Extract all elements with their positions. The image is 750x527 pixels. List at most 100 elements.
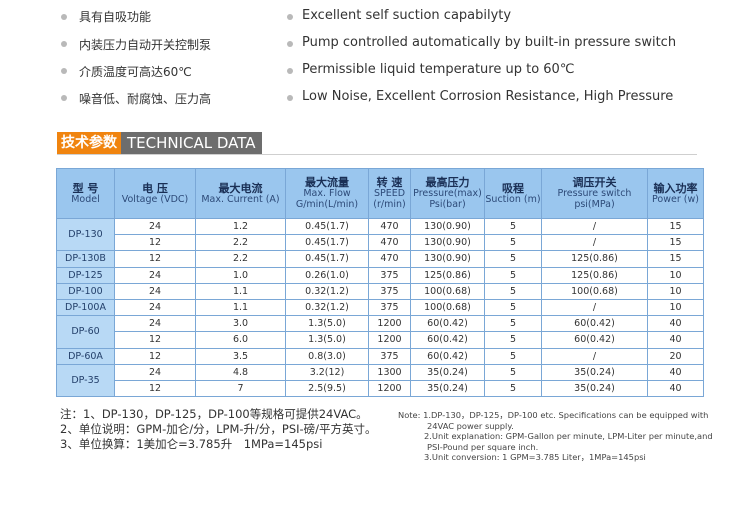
section-divider: [57, 154, 697, 155]
table-row: 12 7 2.5(9.5) 1200 35(0.24) 5 35(0.24) 40: [57, 379, 704, 398]
table-cell: 0.45(1.7): [285, 217, 369, 236]
note-en-4: PSI-Pound per square inch.: [427, 441, 539, 452]
feature-en-4: Low Noise, Excellent Corrosion Resistanc…: [302, 89, 674, 104]
table-cell: 10: [647, 266, 704, 284]
table-cell: 5: [484, 347, 542, 365]
table-cell: 1.2: [195, 217, 286, 236]
header-pressure: 最高压力 Pressure(max) Psi(bar): [410, 168, 485, 219]
table-cell: 1.0: [195, 266, 286, 284]
notes-cn: 注：1、DP-130，DP-125，DP-100等规格可提供24VAC。 2、单…: [60, 407, 377, 452]
feature-cn-2: 内装压力自动开关控制泵: [79, 38, 212, 52]
table-cell: 60(0.42): [410, 331, 485, 349]
section-title: 技术参数 TECHNICAL DATA: [57, 132, 262, 154]
note-cn-1: 注：1、DP-130，DP-125，DP-100等规格可提供24VAC。: [60, 407, 368, 421]
table-cell: 125(0.86): [410, 266, 485, 284]
table-cell: 40: [647, 379, 704, 398]
model-cell: DP-100A: [56, 298, 115, 317]
section-title-cn: 技术参数: [57, 132, 121, 154]
table-cell: 35(0.24): [541, 363, 648, 381]
note-en-3: 2.Unit explanation: GPM-Gallon per minut…: [424, 431, 713, 441]
table-row: DP-60 24 3.0 1.3(5.0) 1200 60(0.42) 5 60(0.42) 4…: [56, 315, 704, 349]
table-cell: 24: [114, 217, 196, 236]
note-en-5: 3.Unit conversion: 1 GPM=3.785 Liter，1MP…: [424, 452, 646, 462]
model-cell: DP-130B: [56, 250, 115, 268]
table-cell: 5: [484, 363, 542, 381]
header-pressure-switch: 调压开关 Pressure switch psi(MPa): [541, 168, 648, 219]
bullet-icon: [287, 14, 293, 20]
header-max-flow: 最大流量 Max. Flow G/min(L/min): [285, 168, 369, 219]
bullet-icon: [61, 14, 67, 20]
table-cell: 5: [484, 315, 542, 333]
table-cell: 1200: [368, 315, 411, 333]
model-cell: DP-60A: [56, 347, 115, 365]
table-cell: 1.3(5.0): [285, 331, 369, 349]
table-cell: 375: [368, 266, 411, 284]
table-row: DP-130B 12 2.2 0.45(1.7) 470 130(0.90) 5 125(0.…: [56, 250, 704, 268]
table-cell: 1.1: [195, 282, 286, 300]
table-cell: 24: [114, 363, 196, 381]
note-cn-2: 2、单位说明：GPM-加仑/分，LPM-升/分，PSI-磅/平方英寸。: [60, 422, 377, 436]
header-power: 输入功率 Power (w): [647, 168, 704, 219]
feature-en-1: Excellent self suction capabilyty: [302, 8, 512, 23]
feature-cn-4: 噪音低、耐腐蚀、压力高: [79, 92, 212, 106]
technical-data-table: 型 号 Model 电 压 Voltage (VDC) 最大电流 Max. Curre…: [56, 168, 704, 398]
table-cell: 35(0.24): [541, 379, 648, 398]
bullet-icon: [287, 68, 293, 74]
table-cell: 20: [647, 347, 704, 365]
table-cell: 40: [647, 331, 704, 349]
table-cell: 60(0.42): [410, 347, 485, 365]
model-cell: DP-130: [56, 217, 115, 252]
table-cell: 3.2(12): [285, 363, 369, 381]
table-cell: 5: [484, 298, 542, 317]
table-header-row: 型 号 Model 电 压 Voltage (VDC) 最大电流 Max. Curre…: [56, 168, 704, 219]
header-speed: 转 速 SPEED (r/min): [368, 168, 411, 219]
bullet-icon: [287, 95, 293, 101]
table-cell: 125(0.86): [541, 250, 648, 268]
table-cell: 470: [368, 217, 411, 236]
table-cell: /: [541, 217, 648, 236]
table-cell: 100(0.68): [410, 298, 485, 317]
notes-en: Note: 1.DP-130，DP-125，DP-100 etc. Specif…: [398, 410, 713, 463]
table-cell: 24: [114, 282, 196, 300]
table-cell: 5: [484, 234, 542, 252]
table-cell: 12: [114, 331, 196, 349]
feature-en-3: Permissible liquid temperature up to 60℃: [302, 62, 575, 77]
table-cell: 0.32(1.2): [285, 298, 369, 317]
table-cell: 0.45(1.7): [285, 250, 369, 268]
table-cell: /: [541, 234, 648, 252]
table-cell: 15: [647, 234, 704, 252]
table-cell: 6.0: [195, 331, 286, 349]
table-cell: 24: [114, 315, 196, 333]
table-cell: 7: [195, 379, 286, 398]
table-cell: 15: [647, 217, 704, 236]
table-cell: 60(0.42): [541, 315, 648, 333]
header-max-current: 最大电流 Max. Current (A): [195, 168, 286, 219]
table-cell: 24: [114, 266, 196, 284]
note-en-2: 24VAC power supply.: [427, 420, 514, 431]
table-cell: 1.3(5.0): [285, 315, 369, 333]
bullet-icon: [61, 41, 67, 47]
header-suction: 吸程 Suction (m): [484, 168, 542, 219]
table-row: DP-100 24 1.1 0.32(1.2) 375 100(0.68) 5 100(0.6…: [56, 282, 704, 300]
table-cell: 470: [368, 250, 411, 268]
table-row: DP-35 24 4.8 3.2(12) 1300 35(0.24) 5 35(0.24) 40: [56, 363, 704, 398]
table-cell: 100(0.68): [541, 282, 648, 300]
table-cell: 130(0.90): [410, 217, 485, 236]
table-row: DP-130 24 1.2 0.45(1.7) 470 130(0.90) 5/15: [56, 217, 704, 252]
table-cell: /: [541, 298, 648, 317]
table-cell: 0.45(1.7): [285, 234, 369, 252]
table-cell: 0.32(1.2): [285, 282, 369, 300]
feature-en-2: Pump controlled automatically by built-i…: [302, 35, 677, 50]
table-cell: 5: [484, 282, 542, 300]
note-en-1: Note: 1.DP-130，DP-125，DP-100 etc. Specif…: [398, 410, 709, 420]
table-cell: 375: [368, 347, 411, 365]
bullet-icon: [61, 68, 67, 74]
table-cell: 5: [484, 266, 542, 284]
table-cell: 125(0.86): [541, 266, 648, 284]
table-cell: 375: [368, 282, 411, 300]
table-cell: 130(0.90): [410, 250, 485, 268]
bullet-icon: [61, 95, 67, 101]
table-row: DP-60A 12 3.5 0.8(3.0) 375 60(0.42) 5/20: [56, 347, 704, 365]
table-cell: 1300: [368, 363, 411, 381]
table-cell: 100(0.68): [410, 282, 485, 300]
